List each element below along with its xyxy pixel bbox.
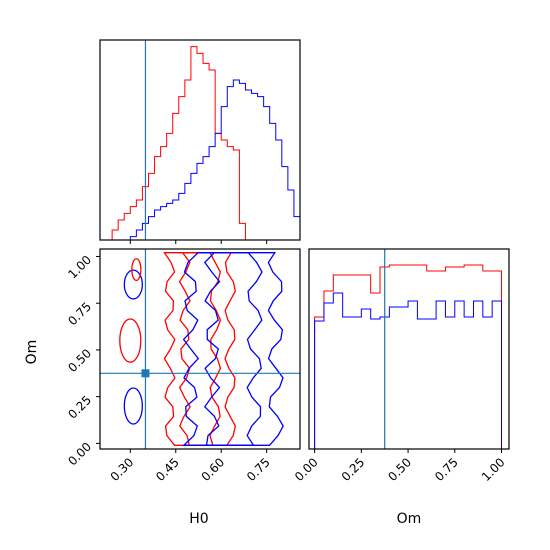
om-histogram-panel: 0.00 0.25 0.50 0.75 1.00 (292, 248, 510, 484)
om-hist-frame (308, 248, 510, 450)
om-xtick-label: 0.25 (339, 455, 368, 484)
om-xtick-label: 1.00 (479, 455, 508, 484)
contour-ytick-label: 0.00 (65, 440, 94, 469)
truth-point-marker (141, 369, 150, 378)
contour-xtick-label: 0.45 (153, 455, 182, 484)
contour-blue-level-2 (182, 252, 284, 446)
contour-ytick-label: 0.25 (65, 393, 94, 422)
contour-ytick-label: 1.00 (65, 253, 94, 282)
x-axis-label-om: Om (397, 511, 422, 527)
h0-hist-frame (99, 39, 301, 241)
contour-red-level-2 (163, 252, 236, 446)
x-axis-label-h0: H0 (189, 511, 208, 527)
y-axis-label-om: Om (24, 340, 40, 365)
contour-island (123, 387, 143, 425)
contour-xtick-label: 0.30 (108, 455, 137, 484)
om-xtick-label: 0.00 (292, 455, 321, 484)
contour-island (131, 258, 142, 282)
contour-island (123, 269, 143, 300)
h0-hist-series-blue (100, 79, 301, 241)
contour-frame (99, 248, 301, 450)
contour-ytick-label: 0.50 (65, 346, 94, 375)
om-hist-series-blue (314, 292, 503, 449)
contour-xtick-label: 0.75 (244, 455, 273, 484)
h0-hist-series-red (100, 46, 300, 241)
contour-island (119, 318, 142, 363)
h0-om-contour-panel: 0.30 0.45 0.60 0.75 0.00 0.25 0.50 0.75 1.00 (65, 248, 301, 484)
om-hist-series-red (314, 264, 503, 449)
h0-histogram-panel (99, 39, 301, 244)
contour-xtick-label: 0.60 (199, 455, 228, 484)
contour-ytick-label: 0.75 (65, 299, 94, 328)
om-xtick-label: 0.50 (385, 455, 414, 484)
om-xtick-label: 0.75 (432, 455, 461, 484)
